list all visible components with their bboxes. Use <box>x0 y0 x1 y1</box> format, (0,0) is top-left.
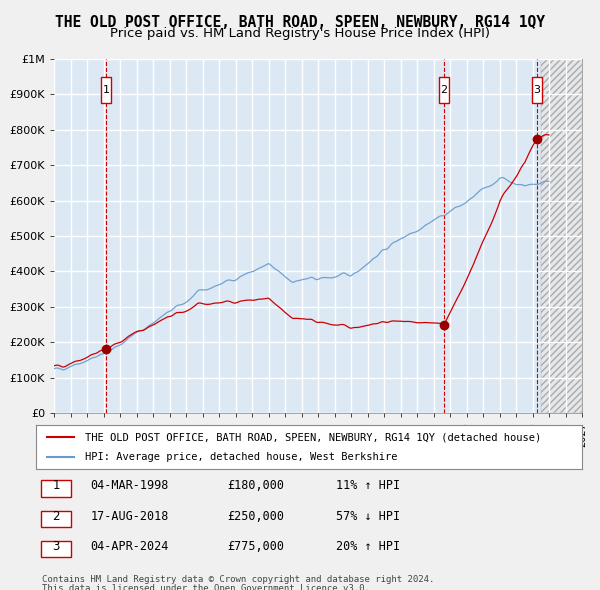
Text: 2: 2 <box>52 510 60 523</box>
Text: £250,000: £250,000 <box>227 510 284 523</box>
Text: Price paid vs. HM Land Registry's House Price Index (HPI): Price paid vs. HM Land Registry's House … <box>110 27 490 40</box>
FancyBboxPatch shape <box>439 77 449 103</box>
Text: 1: 1 <box>52 480 60 493</box>
Text: HPI: Average price, detached house, West Berkshire: HPI: Average price, detached house, West… <box>85 452 398 461</box>
Text: 57% ↓ HPI: 57% ↓ HPI <box>337 510 400 523</box>
Text: 04-MAR-1998: 04-MAR-1998 <box>91 480 169 493</box>
FancyBboxPatch shape <box>532 77 542 103</box>
Text: £775,000: £775,000 <box>227 540 284 553</box>
Text: Contains HM Land Registry data © Crown copyright and database right 2024.: Contains HM Land Registry data © Crown c… <box>42 575 434 584</box>
FancyBboxPatch shape <box>41 541 71 557</box>
Text: 04-APR-2024: 04-APR-2024 <box>91 540 169 553</box>
Text: 1: 1 <box>103 85 110 95</box>
Text: 2: 2 <box>440 85 448 95</box>
Text: 3: 3 <box>533 85 540 95</box>
Text: 20% ↑ HPI: 20% ↑ HPI <box>337 540 400 553</box>
Text: THE OLD POST OFFICE, BATH ROAD, SPEEN, NEWBURY, RG14 1QY: THE OLD POST OFFICE, BATH ROAD, SPEEN, N… <box>55 15 545 30</box>
Text: THE OLD POST OFFICE, BATH ROAD, SPEEN, NEWBURY, RG14 1QY (detached house): THE OLD POST OFFICE, BATH ROAD, SPEEN, N… <box>85 432 541 442</box>
FancyBboxPatch shape <box>41 480 71 497</box>
Text: 11% ↑ HPI: 11% ↑ HPI <box>337 480 400 493</box>
Text: This data is licensed under the Open Government Licence v3.0.: This data is licensed under the Open Gov… <box>42 584 370 590</box>
Text: £180,000: £180,000 <box>227 480 284 493</box>
Text: 17-AUG-2018: 17-AUG-2018 <box>91 510 169 523</box>
FancyBboxPatch shape <box>41 510 71 527</box>
FancyBboxPatch shape <box>101 77 111 103</box>
Text: 3: 3 <box>53 540 60 553</box>
